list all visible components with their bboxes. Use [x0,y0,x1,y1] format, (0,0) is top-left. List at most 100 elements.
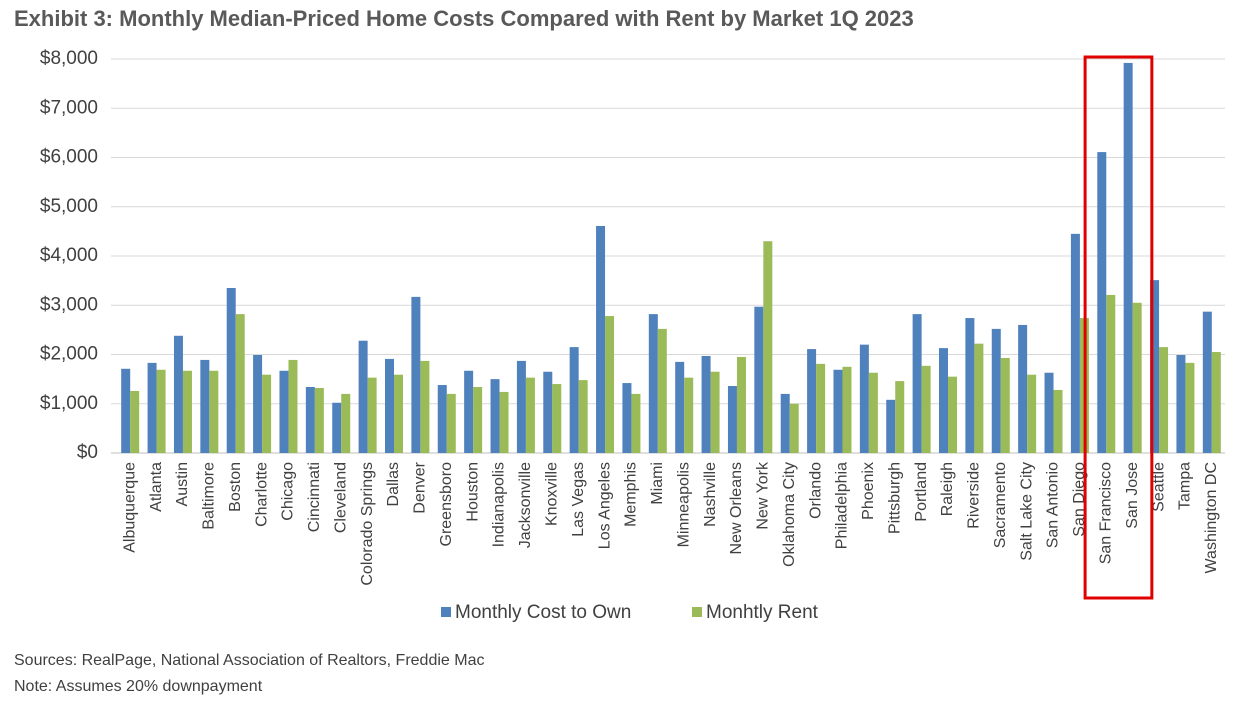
bar [948,376,957,453]
bar [121,368,131,453]
bar [182,370,192,453]
x-tick-label: Los Angeles [596,462,613,549]
x-tick-label: Orlando [807,462,824,519]
bar [736,356,746,453]
x-tick-label: Atlanta [148,462,165,512]
x-tick-label: Riverside [966,462,983,529]
bar [1123,62,1133,453]
bar [939,348,948,453]
bar [789,403,799,453]
bar [1211,352,1221,453]
bar [130,390,140,453]
bar [1070,233,1080,453]
legend-label: Monthly Cost to Own [455,602,631,623]
x-tick-label: Knoxville [544,462,561,526]
y-tick-label: $2,000 [40,344,98,365]
x-tick-label: Boston [227,462,244,512]
note: Note: Assumes 20% downpayment [14,678,263,695]
bar [490,379,500,453]
bar [473,387,483,453]
bar [437,385,447,453]
bar [147,362,157,453]
y-tick-label: $5,000 [40,196,98,217]
x-tick-label: Indianapolis [491,462,508,547]
x-tick-label: Washington DC [1203,462,1220,573]
bar [780,393,790,453]
x-tick-label: New Orleans [728,462,745,554]
bar [543,371,553,453]
bar [974,343,984,453]
bar [552,384,562,453]
bar [569,347,579,453]
bar [288,359,298,453]
bar [226,288,236,453]
bar [279,370,289,453]
bar [833,369,843,453]
legend-swatch [692,607,702,617]
x-tick-label: Nashville [702,462,719,527]
bar [605,316,615,453]
bar [1176,354,1186,453]
x-tick-label: Seattle [1150,462,1167,512]
x-tick-label: Chicago [280,462,297,521]
bar [1132,302,1142,453]
bar [631,393,641,453]
x-tick-label: Oklahoma City [781,462,798,567]
x-tick-label: Albuquerque [121,462,138,553]
bar [816,363,826,453]
x-tick-label: New York [755,461,772,530]
bar [807,349,817,453]
sources: Sources: RealPage, National Association … [14,652,484,669]
bar [596,225,606,453]
bar [1150,280,1160,453]
y-tick-label: $1,000 [40,393,98,414]
x-tick-label: Houston [464,462,481,522]
bar [411,296,421,453]
x-tick-label: San Antonio [1045,462,1062,548]
bar [367,377,377,453]
bar [394,374,403,453]
bar [499,391,509,453]
bar [684,377,694,453]
bar [332,402,342,453]
bar [209,370,219,453]
bar [754,306,764,453]
bar [727,386,737,453]
bar [859,344,869,453]
x-tick-label: Philadelphia [834,462,851,549]
bar [648,314,658,453]
bar [200,359,210,453]
x-tick-label: Raleigh [939,462,956,516]
x-tick-label: Jacksonville [517,462,534,548]
bar [912,314,922,453]
bar [305,387,315,453]
y-tick-label: $4,000 [40,245,98,266]
y-tick-label: $0 [77,442,98,463]
legend-swatch [441,607,451,617]
x-tick-label: Minneapolis [675,462,692,547]
bar [1044,372,1054,453]
x-tick-label: Las Vegas [570,462,587,537]
bar [675,361,685,453]
bar [358,340,368,453]
x-tick-label: San Jose [1124,462,1141,529]
bar [156,369,166,453]
bar [868,372,878,453]
x-tick-label: Denver [412,461,429,513]
x-tick-label: Charlotte [253,462,270,527]
bar [464,370,474,453]
bar [886,399,896,453]
x-tick-label: Cleveland [332,462,349,533]
bar [991,328,1001,453]
y-tick-label: $7,000 [40,97,98,118]
x-tick-label: Dallas [385,462,402,506]
x-tick-label: Miami [649,462,666,505]
bar [314,387,324,453]
bar [1018,324,1028,453]
bar [1185,362,1195,453]
y-tick-label: $8,000 [40,48,98,69]
x-tick-label: Memphis [623,462,640,527]
bar [1097,152,1107,453]
bar [842,366,852,453]
x-tick-label: Salt Lake City [1018,462,1035,561]
